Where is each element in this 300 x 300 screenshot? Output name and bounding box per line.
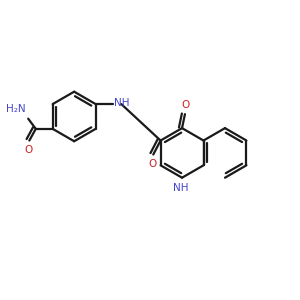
Text: NH: NH bbox=[173, 183, 188, 193]
Text: O: O bbox=[24, 145, 32, 154]
Text: NH: NH bbox=[114, 98, 129, 108]
Text: H₂N: H₂N bbox=[6, 104, 26, 114]
Text: O: O bbox=[148, 159, 156, 169]
Text: O: O bbox=[182, 100, 190, 110]
